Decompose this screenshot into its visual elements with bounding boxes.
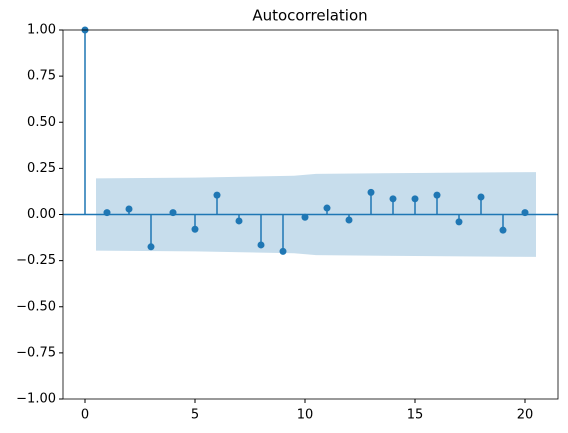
y-tick-label: −0.25	[16, 253, 56, 268]
marker	[433, 191, 441, 199]
x-tick-label: 5	[191, 408, 199, 423]
marker	[499, 226, 507, 234]
marker	[521, 209, 529, 217]
x-tick-label: 15	[407, 408, 424, 423]
marker	[455, 218, 463, 226]
marker	[125, 205, 133, 213]
marker	[279, 247, 287, 255]
marker	[345, 216, 353, 224]
x-tick-label: 0	[81, 408, 89, 423]
chart-title: Autocorrelation	[252, 7, 367, 25]
marker	[169, 209, 177, 217]
y-tick-label: 0.00	[27, 207, 56, 222]
marker	[235, 217, 243, 225]
marker	[191, 225, 199, 233]
y-tick-label: 0.75	[27, 69, 56, 84]
marker	[147, 243, 155, 251]
y-tick-label: −0.75	[16, 345, 56, 360]
y-tick-label: 1.00	[27, 23, 56, 38]
marker	[257, 241, 265, 249]
marker	[411, 195, 419, 203]
y-tick-label: 0.50	[27, 115, 56, 130]
x-tick-label: 10	[297, 408, 314, 423]
marker	[323, 204, 331, 212]
marker	[477, 193, 485, 201]
marker	[367, 188, 375, 196]
marker	[301, 213, 309, 221]
marker	[213, 191, 221, 199]
marker	[389, 195, 397, 203]
y-tick-label: 0.25	[27, 161, 56, 176]
y-tick-label: −1.00	[16, 392, 56, 407]
axes-frame	[62, 29, 559, 400]
marker	[103, 209, 111, 217]
y-tick-label: −0.50	[16, 299, 56, 314]
x-tick-label: 20	[517, 408, 534, 423]
